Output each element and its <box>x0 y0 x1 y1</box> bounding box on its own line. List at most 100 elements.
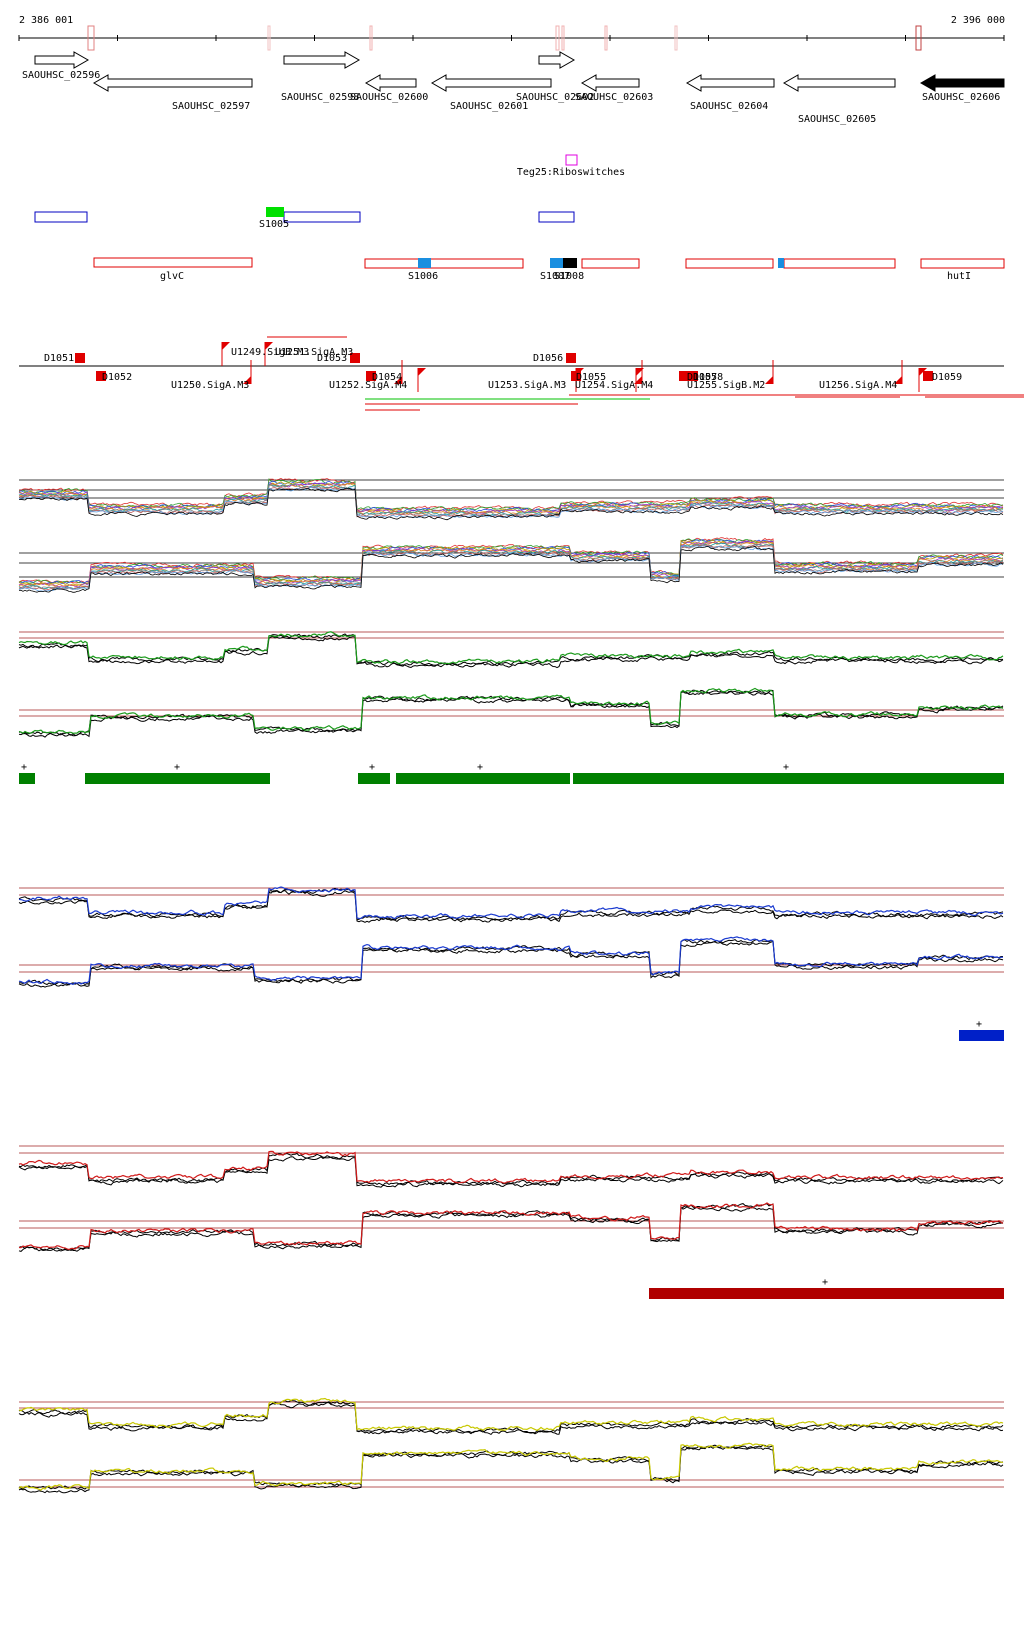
expression-line <box>18 485 1004 518</box>
promoter-flag <box>418 368 426 376</box>
promoter-flag <box>243 376 251 384</box>
expression-line <box>18 1400 1004 1434</box>
s-feature-box <box>283 211 361 223</box>
gene-track: SAOUHSC_02596SAOUHSC_02597SAOUHSC_02598S… <box>22 51 1005 125</box>
gene-label: SAOUHSC_02600 <box>350 92 428 103</box>
promoter-flag <box>222 342 230 350</box>
promoter-label: U1254.SigA.M4 <box>575 380 653 391</box>
promoter-flag <box>265 342 273 350</box>
expression-line <box>18 687 1004 734</box>
expression-line <box>18 1442 1004 1491</box>
terminator-mark <box>350 353 360 363</box>
s-feature-label: S1005 <box>259 219 289 230</box>
operon-box <box>364 258 524 269</box>
expression-line <box>18 1444 1004 1490</box>
s-feature-mark <box>266 207 284 217</box>
segment-bar <box>573 773 1004 784</box>
s-feature-label: S1008 <box>554 271 584 282</box>
segment-bar <box>85 773 270 784</box>
axis-highlight-mark <box>604 25 608 51</box>
promoter-label: D1055 <box>576 372 606 383</box>
expression-line <box>18 1206 1004 1252</box>
gene-arrow <box>430 74 552 92</box>
gene-arrow <box>34 51 90 69</box>
gene-label: SAOUHSC_02606 <box>922 92 1000 103</box>
segment-marker: + <box>477 762 483 773</box>
expression-line <box>18 887 1004 922</box>
axis-end-label: 2 396 000 <box>951 15 1005 26</box>
segment-bars: + + + + + + + <box>19 762 1004 1299</box>
promoter-flag <box>919 368 927 376</box>
axis-highlight-mark <box>369 25 373 51</box>
s-feature-label: S1007 <box>540 271 570 282</box>
axis-start-label: 2 386 001 <box>19 15 73 26</box>
axis-highlight-mark <box>555 25 560 51</box>
expression-tracks <box>18 478 1004 1494</box>
coordinate-axis: 2 386 001 2 396 000 <box>18 15 1005 51</box>
operon-box <box>783 258 896 269</box>
gene-label: SAOUHSC_02598 <box>281 92 359 103</box>
gene-arrow <box>685 74 775 92</box>
axis-highlight-mark <box>915 25 922 51</box>
promoter-flag <box>765 376 773 384</box>
operon-box <box>685 258 774 269</box>
segment-bar <box>649 1288 1004 1299</box>
promoter-label: D1058 <box>693 372 723 383</box>
segment-bar <box>396 773 570 784</box>
operon-box <box>581 258 640 269</box>
gene-label: SAOUHSC_02603 <box>575 92 653 103</box>
expression-line <box>18 886 1004 920</box>
segment-bar <box>959 1030 1004 1041</box>
gene-label: SAOUHSC_02596 <box>22 70 100 81</box>
expression-line <box>18 1152 1004 1186</box>
expression-line <box>18 480 1004 513</box>
promoter-label: D1057 <box>687 372 717 383</box>
promoter-label: U1255.SigB.M2 <box>687 380 765 391</box>
expression-line <box>18 1156 1004 1188</box>
gene-arrow <box>538 51 576 69</box>
promoter-label: U1256.SigA.M4 <box>819 380 897 391</box>
terminator-mark <box>679 371 689 381</box>
expression-line <box>18 1150 1004 1184</box>
s-feature-track: S1005 <box>34 207 575 230</box>
operon-box <box>920 258 1005 269</box>
promoter-label: U1249.SigB.M3 <box>231 347 309 358</box>
expression-line <box>18 1445 1004 1494</box>
segment-marker: + <box>369 762 375 773</box>
gene-arrow <box>283 51 361 69</box>
expression-line <box>18 938 1003 986</box>
terminator-mark <box>366 371 376 381</box>
operon-box <box>93 257 253 268</box>
expression-line <box>18 483 1004 517</box>
terminator-mark <box>688 371 698 381</box>
promoter-track: D1051D1052U1249.SigB.M3U1251.SigA.M3D105… <box>19 336 1024 411</box>
promoter-label: U1251.SigA.M3 <box>275 347 353 358</box>
s-feature-mark <box>563 258 577 268</box>
expression-line <box>18 889 1004 923</box>
promoter-label: D1059 <box>932 372 962 383</box>
expression-line <box>18 546 1004 593</box>
expression-line <box>18 487 1004 521</box>
promoter-flag <box>894 376 902 384</box>
segment-marker: + <box>21 762 27 773</box>
expression-line <box>18 484 1004 517</box>
expression-line <box>18 539 1004 585</box>
expression-line <box>18 478 1004 511</box>
gene-arrow <box>919 74 1005 92</box>
expression-line <box>18 1397 1004 1431</box>
expression-line <box>18 636 1004 669</box>
gene-label: SAOUHSC_02605 <box>798 114 876 125</box>
promoter-flag <box>576 368 584 376</box>
s-feature-box <box>538 211 575 223</box>
promoter-label: U1253.SigA.M3 <box>488 380 566 391</box>
operon-label: hutI <box>947 271 971 282</box>
promoter-label: U1252.SigA.M4 <box>329 380 407 391</box>
promoter-flag <box>636 368 644 376</box>
riboswitch-track: Teg25:Riboswitches <box>517 154 625 178</box>
operon-label: glvC <box>160 271 184 282</box>
gene-label: SAOUHSC_02602 <box>516 92 594 103</box>
expression-line <box>18 631 1004 665</box>
segment-bar <box>358 773 390 784</box>
